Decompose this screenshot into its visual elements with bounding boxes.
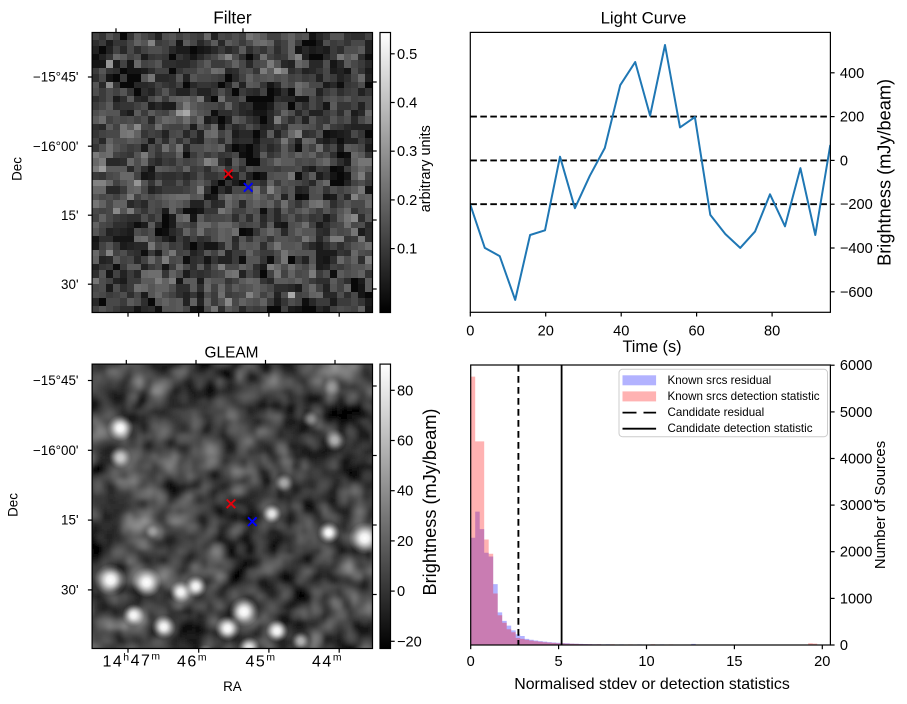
svg-text:Known srcs detection statistic: Known srcs detection statistic xyxy=(668,390,820,403)
svg-text:0: 0 xyxy=(467,654,475,670)
svg-text:60: 60 xyxy=(397,434,413,450)
svg-text:−400: −400 xyxy=(840,241,873,257)
svg-text:Dec: Dec xyxy=(6,493,21,517)
svg-text:40: 40 xyxy=(397,484,413,500)
svg-text:−600: −600 xyxy=(840,285,873,301)
svg-text:Filter: Filter xyxy=(213,8,252,28)
svg-text:0: 0 xyxy=(840,638,848,654)
svg-text:−20: −20 xyxy=(397,634,422,650)
svg-text:Time (s): Time (s) xyxy=(622,338,681,356)
svg-text:−16°00': −16°00' xyxy=(33,443,79,458)
svg-text:Number of Sources: Number of Sources xyxy=(873,441,889,569)
svg-text:0.3: 0.3 xyxy=(397,144,417,160)
svg-text:15': 15' xyxy=(61,513,78,528)
svg-text:30': 30' xyxy=(61,277,78,292)
svg-text:10: 10 xyxy=(638,654,654,670)
svg-text:0: 0 xyxy=(466,324,474,340)
svg-text:Dec: Dec xyxy=(10,157,25,181)
svg-text:0: 0 xyxy=(397,584,405,600)
svg-text:Brightness (mJy/beam): Brightness (mJy/beam) xyxy=(875,79,895,266)
svg-text:30': 30' xyxy=(61,583,78,598)
svg-text:1000: 1000 xyxy=(840,591,872,607)
svg-text:20: 20 xyxy=(397,534,413,550)
svg-text:5: 5 xyxy=(555,654,563,670)
svg-text:−15°45': −15°45' xyxy=(33,70,79,85)
svg-text:Light Curve: Light Curve xyxy=(601,9,687,28)
svg-text:2000: 2000 xyxy=(840,545,872,561)
svg-text:arbitrary units: arbitrary units xyxy=(418,125,434,212)
svg-text:−16°00': −16°00' xyxy=(33,139,79,154)
svg-text:Normalised stdev or detection: Normalised stdev or detection statistics xyxy=(514,676,790,693)
svg-text:0.2: 0.2 xyxy=(397,193,417,209)
svg-text:20: 20 xyxy=(814,654,830,670)
svg-text:0: 0 xyxy=(840,153,848,169)
svg-text:400: 400 xyxy=(840,66,864,82)
svg-text:5000: 5000 xyxy=(840,405,872,421)
svg-text:Candidate detection statistic: Candidate detection statistic xyxy=(668,422,813,435)
svg-text:Candidate residual: Candidate residual xyxy=(668,406,765,419)
svg-text:6000: 6000 xyxy=(840,358,872,374)
svg-text:0.4: 0.4 xyxy=(397,96,417,112)
svg-text:−15°45': −15°45' xyxy=(33,373,79,388)
svg-text:GLEAM: GLEAM xyxy=(205,345,259,362)
svg-text:60: 60 xyxy=(688,324,704,340)
svg-text:20: 20 xyxy=(538,324,554,340)
svg-text:200: 200 xyxy=(840,110,864,126)
svg-text:80: 80 xyxy=(397,383,413,399)
svg-text:Known srcs residual: Known srcs residual xyxy=(668,374,772,387)
svg-text:14h47m: 14h47m xyxy=(102,652,161,671)
svg-text:0.5: 0.5 xyxy=(397,47,417,63)
svg-text:Brightness (mJy/beam): Brightness (mJy/beam) xyxy=(420,409,440,596)
svg-text:3000: 3000 xyxy=(840,498,872,514)
svg-text:15': 15' xyxy=(61,208,78,223)
svg-text:15: 15 xyxy=(726,654,742,670)
svg-text:0.1: 0.1 xyxy=(397,242,417,258)
svg-text:RA: RA xyxy=(223,679,242,694)
svg-text:80: 80 xyxy=(764,324,780,340)
svg-text:−200: −200 xyxy=(840,197,873,213)
svg-text:40: 40 xyxy=(613,324,629,340)
svg-text:4000: 4000 xyxy=(840,452,872,468)
